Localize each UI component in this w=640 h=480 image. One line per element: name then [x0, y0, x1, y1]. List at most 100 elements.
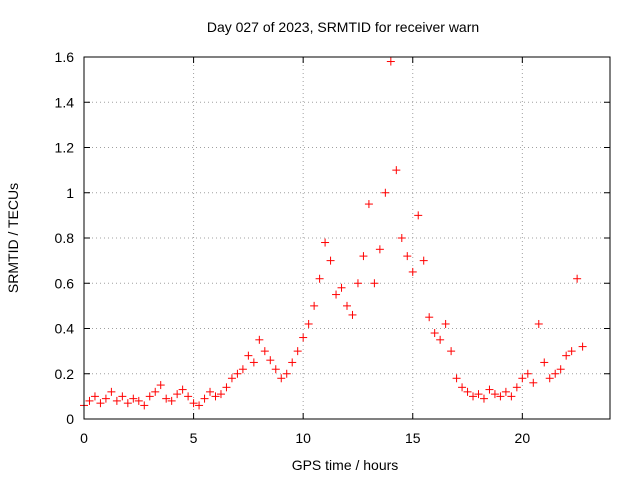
y-axis-label: SRMTID / TECUs — [5, 183, 21, 293]
data-point — [353, 279, 362, 288]
data-point — [337, 283, 346, 292]
data-point — [266, 356, 275, 365]
data-point — [145, 392, 154, 401]
x-tick-label: 15 — [405, 430, 421, 446]
data-point — [277, 374, 286, 383]
data-point — [458, 383, 467, 392]
y-tick-label: 0 — [66, 411, 74, 427]
data-point — [299, 333, 308, 342]
tick-label-layer: 0 0.2 0.4 0.6 0.8 1 1.2 1.4 1.6 0 5 10 15 20 — [55, 49, 531, 446]
y-tick-label: 1.6 — [55, 49, 75, 65]
data-point — [271, 365, 280, 374]
data-point — [562, 351, 571, 360]
x-axis-label: GPS time / hours — [292, 457, 399, 473]
data-point — [118, 392, 127, 401]
data-point — [463, 387, 472, 396]
data-point — [529, 378, 538, 387]
data-point — [260, 347, 269, 356]
x-tick-label: 10 — [295, 430, 311, 446]
data-point — [496, 392, 505, 401]
data-point — [501, 387, 510, 396]
data-point — [518, 374, 527, 383]
data-point — [370, 279, 379, 288]
data-point — [540, 358, 549, 367]
x-tick-label: 20 — [515, 430, 531, 446]
data-point — [397, 234, 406, 242]
data-point — [386, 57, 395, 66]
data-point — [90, 392, 99, 401]
data-point — [282, 369, 291, 378]
data-point — [211, 392, 220, 401]
data-point — [375, 245, 384, 254]
data-point — [101, 394, 110, 403]
data-point — [173, 390, 182, 399]
plot-frame — [83, 56, 611, 420]
y-tick-label: 1.2 — [55, 140, 75, 156]
data-point — [206, 387, 215, 396]
data-point — [343, 301, 351, 310]
data-point — [315, 274, 324, 283]
data-point — [430, 329, 439, 338]
data-point — [238, 365, 247, 374]
data-point — [321, 238, 330, 247]
data-point — [403, 252, 412, 261]
data-point — [512, 383, 521, 392]
data-point — [134, 396, 143, 405]
data-point — [189, 399, 198, 408]
data-point — [414, 211, 423, 220]
data-point — [381, 188, 390, 197]
data-point — [129, 394, 138, 403]
data-point — [151, 387, 160, 396]
data-point — [523, 369, 532, 378]
data-point — [348, 310, 357, 319]
data-point — [112, 396, 121, 405]
data-point — [288, 358, 297, 367]
data-point — [107, 387, 116, 396]
data-point — [408, 267, 417, 276]
data-point — [392, 166, 401, 175]
data-point — [441, 319, 450, 328]
data-points — [80, 57, 587, 410]
data-point — [326, 256, 335, 265]
y-tick-label: 0.6 — [55, 275, 75, 291]
y-tick-label: 0.4 — [55, 321, 75, 337]
data-point — [436, 335, 445, 344]
y-tick-label: 0.2 — [55, 366, 75, 382]
tick-layer — [83, 56, 610, 420]
data-point — [184, 392, 193, 401]
data-point — [474, 390, 483, 399]
x-tick-label: 5 — [190, 430, 198, 446]
chart-title: Day 027 of 2023, SRMTID for receiver war… — [207, 19, 479, 35]
data-point — [195, 401, 204, 410]
data-point — [447, 347, 456, 356]
data-point — [233, 369, 242, 378]
data-point — [545, 374, 554, 383]
data-point — [452, 374, 461, 383]
data-point — [419, 256, 428, 265]
data-point — [567, 347, 576, 356]
data-point — [534, 319, 543, 328]
data-point — [293, 347, 302, 356]
data-point — [485, 385, 494, 394]
x-tick-label: 0 — [80, 430, 88, 446]
data-point — [249, 358, 258, 367]
data-point — [167, 396, 176, 405]
y-tick-label: 1.4 — [55, 94, 75, 110]
data-point — [479, 394, 488, 403]
data-point — [123, 399, 132, 408]
data-point — [162, 394, 171, 403]
data-point — [85, 396, 94, 405]
data-point — [310, 301, 319, 310]
data-point — [507, 392, 516, 401]
data-point — [332, 290, 341, 299]
data-point — [227, 374, 236, 383]
data-point — [364, 200, 373, 209]
data-point — [578, 342, 587, 351]
data-point — [96, 399, 105, 408]
y-tick-label: 0.8 — [55, 230, 75, 246]
y-tick-label: 1 — [66, 185, 74, 201]
data-point — [551, 369, 560, 378]
data-point — [244, 351, 253, 360]
data-point — [200, 394, 209, 403]
